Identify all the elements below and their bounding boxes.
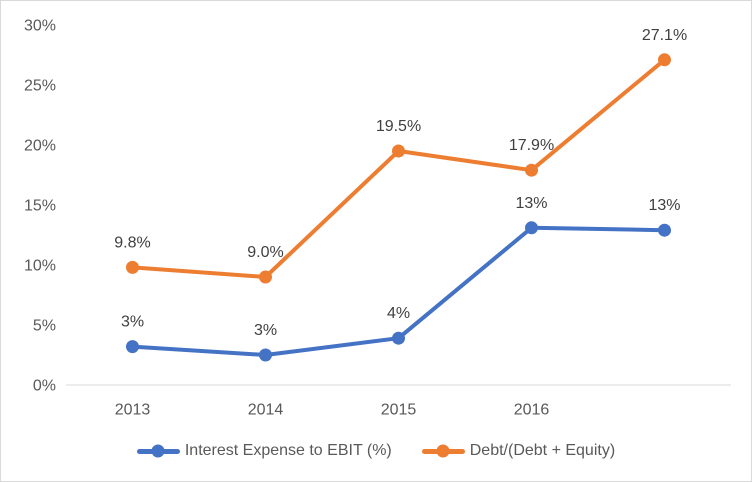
legend-dot (151, 444, 165, 458)
data-point-marker-debt-debt-equity (658, 53, 671, 67)
data-point-label-debt-debt-equity: 27.1% (642, 27, 687, 44)
x-axis-tick-label: 2014 (248, 402, 284, 419)
y-axis-tick-label: 25% (24, 78, 56, 95)
y-axis-tick-label: 10% (24, 258, 56, 275)
data-point-label-interest-expense-to-ebit: 13% (648, 197, 680, 214)
y-axis-tick-label: 5% (33, 318, 56, 335)
legend-dot (436, 444, 450, 458)
data-point-label-debt-debt-equity: 9.8% (114, 234, 150, 251)
data-point-marker-interest-expense-to-ebit (658, 223, 671, 237)
data-point-label-debt-debt-equity: 9.0% (247, 244, 283, 261)
legend-label-debt-to-debt-plus-equity: Debt/(Debt + Equity) (469, 442, 616, 459)
legend-item-interest-expense-to-ebit: Interest Expense to EBIT (%) (136, 442, 392, 460)
data-point-label-interest-expense-to-ebit: 3% (254, 322, 277, 339)
data-point-marker-interest-expense-to-ebit (392, 331, 405, 345)
data-point-label-interest-expense-to-ebit: 4% (387, 305, 410, 322)
data-point-label-interest-expense-to-ebit: 13% (515, 195, 547, 212)
y-axis-tick-label: 0% (33, 378, 56, 395)
data-point-marker-interest-expense-to-ebit (525, 221, 538, 235)
x-axis-tick-label: 2013 (115, 402, 151, 419)
x-axis-tick-label: 2016 (514, 402, 550, 419)
chart-legend: Interest Expense to EBIT (%) Debt/(Debt … (1, 442, 751, 460)
x-axis-tick-label: 2015 (381, 402, 417, 419)
data-point-marker-debt-debt-equity (525, 163, 538, 177)
series-line-debt-debt-equity (130, 57, 667, 279)
y-axis-tick-label: 20% (24, 138, 56, 155)
data-point-marker-debt-debt-equity (126, 260, 139, 274)
legend-item-debt-to-debt-plus-equity: Debt/(Debt + Equity) (421, 442, 616, 460)
legend-line-marker-icon (421, 444, 465, 458)
data-point-label-debt-debt-equity: 17.9% (509, 137, 554, 154)
legend-label-interest-expense-to-ebit: Interest Expense to EBIT (%) (184, 442, 392, 459)
data-point-label-interest-expense-to-ebit: 3% (121, 314, 144, 331)
data-point-marker-interest-expense-to-ebit (259, 348, 272, 362)
y-axis-tick-label: 15% (24, 198, 56, 215)
y-axis-tick-label: 30% (24, 18, 56, 35)
data-point-marker-debt-debt-equity (259, 270, 272, 284)
data-point-marker-debt-debt-equity (392, 144, 405, 158)
data-point-label-debt-debt-equity: 19.5% (376, 118, 421, 135)
legend-line-marker-icon (136, 444, 180, 458)
data-point-marker-interest-expense-to-ebit (126, 340, 139, 354)
